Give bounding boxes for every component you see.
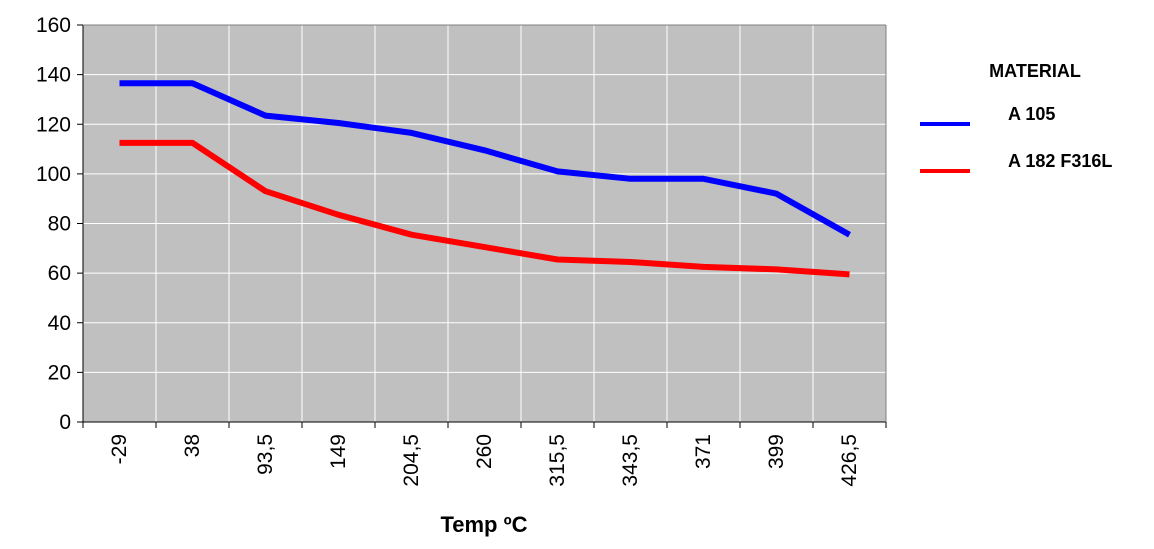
x-tick-label: 426,5 bbox=[838, 434, 861, 487]
y-tick-label: 20 bbox=[48, 361, 71, 384]
y-tick-labels: 0 20 40 60 80 100 120 140 160 bbox=[36, 14, 71, 434]
x-tick-label: -29 bbox=[108, 434, 131, 464]
x-tick-label: 343,5 bbox=[619, 434, 642, 487]
series-line-1 bbox=[119, 80, 851, 238]
x-tick-label: 93,5 bbox=[254, 434, 277, 475]
x-tick-label: 260 bbox=[473, 434, 496, 469]
legend-label-1: A 105 bbox=[1008, 104, 1055, 124]
axes bbox=[77, 24, 887, 428]
y-tick-label: 0 bbox=[59, 411, 71, 434]
series-lines bbox=[119, 80, 851, 278]
x-tick-label: 204,5 bbox=[400, 434, 423, 487]
x-tick-label: 399 bbox=[765, 434, 788, 469]
y-tick-label: 160 bbox=[36, 14, 71, 37]
legend: A 105 A 182 F316L bbox=[920, 104, 1112, 173]
series-line-2 bbox=[119, 139, 850, 278]
y-tick-label: 100 bbox=[36, 163, 71, 186]
y-tick-label: 40 bbox=[48, 312, 71, 335]
x-tick-label: 149 bbox=[327, 434, 350, 469]
legend-label-2: A 182 F316L bbox=[1008, 151, 1112, 171]
y-tick-label: 140 bbox=[36, 64, 71, 87]
x-tick-label: 315,5 bbox=[546, 434, 569, 487]
x-tick-label: 38 bbox=[181, 434, 204, 457]
y-tick-label: 60 bbox=[48, 262, 71, 285]
y-tick-label: 120 bbox=[36, 113, 71, 136]
x-tick-labels: -29 38 93,5 149 204,5 260 315,5 343,5 371 399 426,… bbox=[108, 434, 861, 487]
legend-title: MATERIAL bbox=[989, 61, 1081, 81]
x-tick-label: 371 bbox=[692, 434, 715, 469]
y-tick-label: 80 bbox=[48, 213, 71, 236]
x-axis-label: Temp ºC bbox=[440, 512, 527, 537]
